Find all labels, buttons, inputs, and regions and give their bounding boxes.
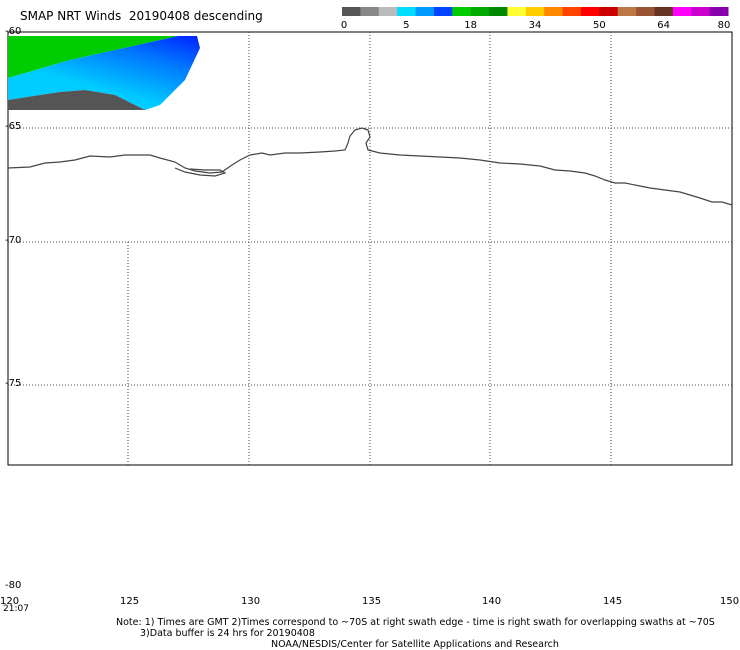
lon-label-120: 120 bbox=[0, 596, 20, 607]
colorbar-segment bbox=[470, 7, 490, 16]
colorbar-label: 34 bbox=[528, 20, 542, 31]
colorbar-segment bbox=[599, 7, 619, 16]
colorbar-segment bbox=[544, 7, 564, 16]
colorbar-segment bbox=[489, 7, 508, 16]
coastline-inlet bbox=[174, 167, 227, 177]
colorbar-segment bbox=[397, 7, 417, 16]
lon-label-150: 150 bbox=[720, 596, 740, 607]
colorbar-label: 0 bbox=[340, 20, 348, 31]
colorbar bbox=[342, 7, 729, 16]
colorbar-label: 80 bbox=[717, 20, 731, 31]
colorbar-segment bbox=[617, 7, 637, 16]
colorbar-label: 5 bbox=[403, 20, 410, 31]
colorbar-segment bbox=[378, 7, 398, 16]
lat-label-80: -80 bbox=[5, 580, 22, 591]
note-line-2: 3)Data buffer is 24 hrs for 20190408 bbox=[140, 628, 315, 639]
colorbar-segment bbox=[562, 7, 582, 16]
colorbar-segment bbox=[452, 7, 472, 16]
lat-label-75: -75 bbox=[5, 378, 22, 389]
colorbar-segment bbox=[433, 7, 453, 16]
colorbar-segment bbox=[709, 7, 729, 16]
note-line-1: Note: 1) Times are GMT 2)Times correspon… bbox=[116, 617, 715, 628]
lat-label-60: -60 bbox=[5, 26, 22, 37]
lon-label-125: 125 bbox=[120, 596, 140, 607]
colorbar-segment bbox=[342, 7, 361, 16]
time-label: 21:07 bbox=[3, 604, 29, 614]
colorbar-segment bbox=[360, 7, 380, 16]
wind-swath bbox=[8, 36, 200, 110]
colorbar-segment bbox=[580, 7, 600, 16]
lon-label-140: 140 bbox=[482, 596, 502, 607]
lat-label-65: -65 bbox=[5, 121, 22, 132]
lat-label-70: -70 bbox=[5, 235, 22, 246]
colorbar-label: 50 bbox=[592, 20, 606, 31]
colorbar-segment bbox=[507, 7, 527, 16]
map-title: SMAP NRT Winds 20190408 descending bbox=[20, 9, 263, 23]
colorbar-segment bbox=[691, 7, 711, 16]
coastline bbox=[7, 127, 733, 206]
colorbar-segment bbox=[672, 7, 692, 16]
lon-label-135: 135 bbox=[362, 596, 382, 607]
note-line-3: NOAA/NESDIS/Center for Satellite Applica… bbox=[271, 639, 559, 650]
colorbar-label: 64 bbox=[657, 20, 671, 31]
colorbar-label: 18 bbox=[464, 20, 478, 31]
colorbar-segment bbox=[636, 7, 655, 16]
lon-label-145: 145 bbox=[603, 596, 623, 607]
colorbar-segment bbox=[415, 7, 435, 16]
graticule bbox=[8, 32, 732, 465]
colorbar-segment bbox=[525, 7, 545, 16]
lon-label-130: 130 bbox=[241, 596, 261, 607]
colorbar-segment bbox=[654, 7, 674, 16]
